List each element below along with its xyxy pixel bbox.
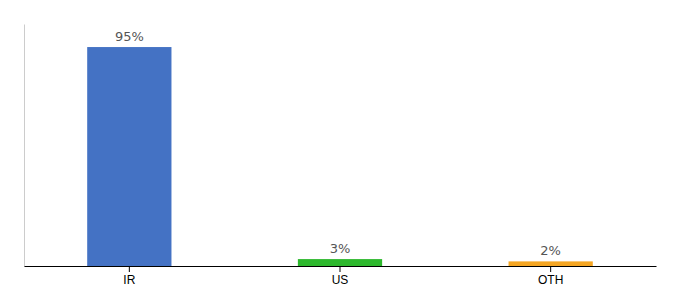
x-tick: OTH (538, 266, 563, 287)
x-tick: IR (123, 266, 135, 287)
bar (87, 47, 171, 266)
bar (298, 259, 382, 266)
chart-container: IR US OTH 95% 3% 2% (0, 0, 680, 300)
x-tick-label: IR (123, 273, 135, 287)
data-labels: 95% 3% 2% (115, 29, 561, 258)
x-tick-mark (129, 266, 130, 272)
plot: IR US OTH 95% 3% 2% (25, 25, 657, 287)
x-tick-mark (550, 266, 551, 272)
x-tick: US (332, 266, 349, 287)
x-tick-label: OTH (538, 273, 563, 287)
y-axis (24, 25, 25, 267)
data-label: 2% (540, 243, 561, 258)
x-axis: IR US OTH (25, 266, 657, 287)
data-label: 3% (330, 241, 351, 256)
bar (509, 261, 593, 266)
chart-svg: IR US OTH 95% 3% 2% (0, 0, 680, 300)
y-axis-line (24, 25, 25, 267)
data-label: 95% (115, 29, 144, 44)
bars (87, 47, 593, 266)
x-tick-label: US (332, 273, 349, 287)
x-tick-mark (340, 266, 341, 272)
